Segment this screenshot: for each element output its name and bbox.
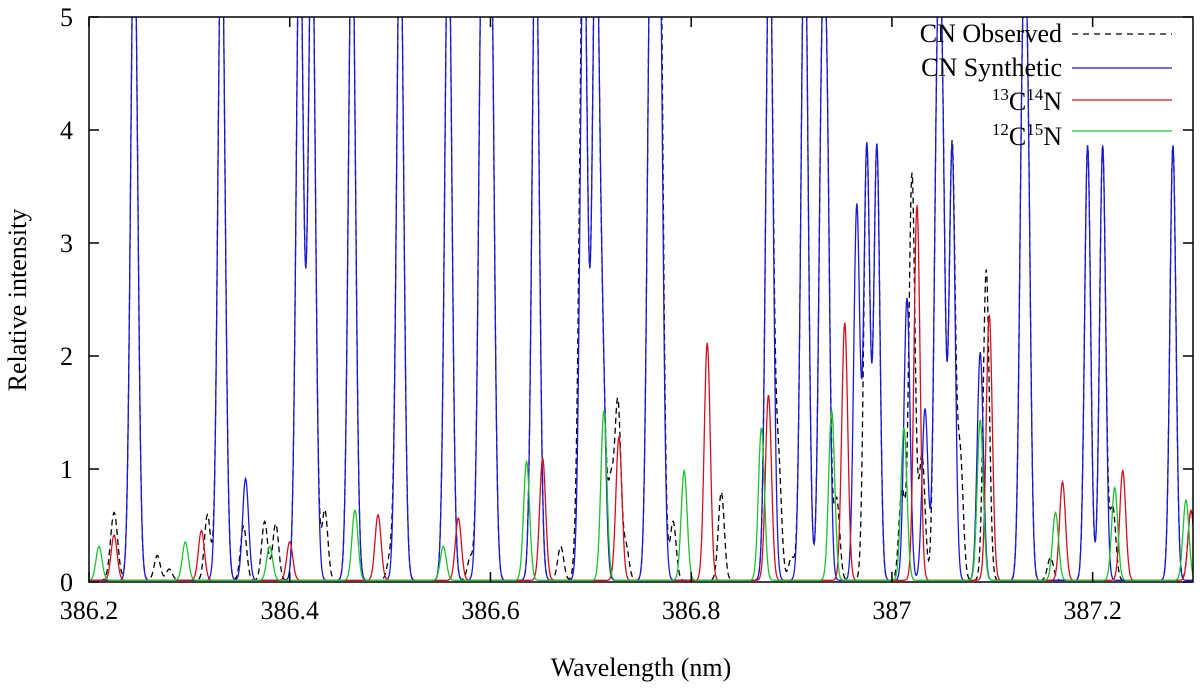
series-line-13c14n [89, 205, 1193, 581]
legend-label-cn-observed: CN Observed [920, 19, 1062, 48]
x-tick-label: 386.4 [260, 596, 319, 625]
legend-label-13c14n: 13C14N [992, 85, 1062, 116]
x-tick-label: 387 [872, 596, 911, 625]
x-tick-label: 386.8 [662, 596, 721, 625]
x-tick-label: 386.6 [461, 596, 520, 625]
series-line-12c15n [89, 410, 1193, 581]
legend-12c15n-base1: C [1009, 122, 1026, 151]
legend-12c15n-sup1: 12 [992, 120, 1009, 139]
legend-13c14n-base2: N [1043, 87, 1062, 116]
legend-label-12c15n: 12C15N [992, 120, 1062, 151]
legend-entry-13c14n: 13C14N [992, 85, 1172, 116]
legend-13c14n-base1: C [1009, 87, 1026, 116]
legend-entry-12c15n: 12C15N [992, 120, 1172, 151]
legend-entry-cn-observed: CN Observed [920, 19, 1172, 48]
x-tick-label: 387.2 [1063, 596, 1122, 625]
legend-12c15n-base2: N [1043, 122, 1062, 151]
legend-entry-cn-synthetic: CN Synthetic [921, 53, 1172, 82]
x-tick-label: 386.2 [60, 596, 119, 625]
y-tick-label: 3 [60, 229, 73, 258]
legend-label-cn-synthetic: CN Synthetic [921, 53, 1062, 82]
plot-frame [88, 16, 1194, 583]
y-tick-label: 4 [60, 116, 73, 145]
y-axis-label: Relative intensity [3, 209, 32, 392]
y-tick-label: 1 [60, 455, 73, 484]
legend: CN Observed CN Synthetic 13C14N 12C15N [920, 19, 1172, 151]
legend-13c14n-sup2: 14 [1026, 85, 1044, 104]
y-tick-label: 2 [60, 342, 73, 371]
legend-13c14n-sup1: 13 [992, 85, 1009, 104]
y-tick-label: 5 [60, 3, 73, 32]
series-layer [89, 17, 1193, 581]
y-tick-label: 0 [60, 568, 73, 597]
legend-12c15n-sup2: 15 [1026, 120, 1043, 139]
x-axis-label: Wavelength (nm) [551, 653, 732, 682]
